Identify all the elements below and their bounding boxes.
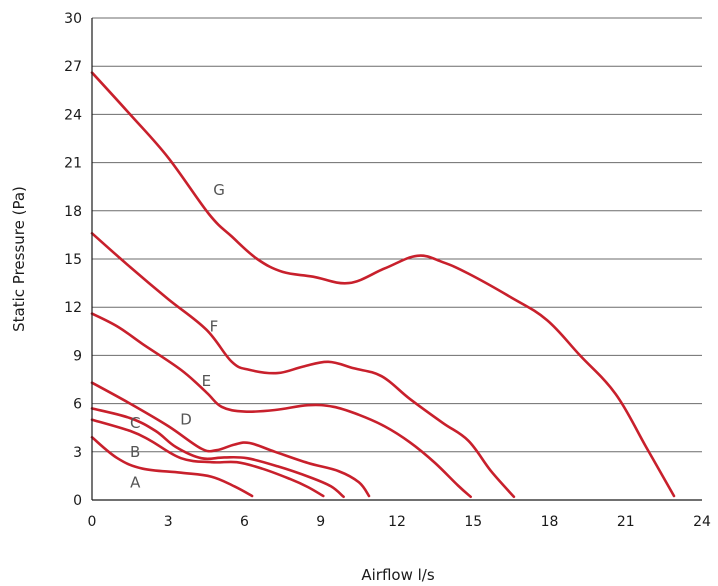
x-axis-title: Airflow l/s	[361, 566, 434, 584]
y-tick-label: 12	[64, 300, 82, 316]
series-line-f	[90, 232, 516, 499]
y-axis-title: Static Pressure (Pa)	[10, 186, 28, 332]
series-label-a: A	[130, 473, 141, 491]
y-tick-label: 9	[73, 348, 82, 364]
x-tick-label: 15	[464, 514, 482, 530]
y-tick-label: 6	[73, 397, 82, 413]
x-tick-label: 18	[541, 514, 559, 530]
y-tick-label: 27	[64, 59, 82, 75]
x-tick-label: 3	[164, 514, 173, 530]
y-tick-label: 3	[73, 445, 82, 461]
axes	[91, 18, 702, 501]
x-tick-label: 9	[316, 514, 325, 530]
x-tick-label: 0	[88, 514, 97, 530]
series-line-e	[90, 312, 472, 499]
curve-labels: ABC D E F G	[130, 181, 225, 491]
series-label-c: C	[130, 414, 140, 432]
y-tick-label: 18	[64, 204, 82, 220]
series-line-a	[90, 436, 254, 498]
series-label-f: F	[210, 317, 219, 335]
y-tick-label: 15	[64, 252, 82, 268]
series-line-b	[90, 418, 325, 498]
y-tick-label: 21	[64, 156, 82, 172]
tick-labels: 0 3 6 9 12 15 18 21 24 27 30 0 3 6 9 12 15 18 21 24	[64, 11, 711, 530]
x-tick-label: 24	[693, 514, 711, 530]
y-tick-label: 24	[64, 107, 82, 123]
series-label-g: G	[213, 181, 225, 199]
x-tick-label: 6	[240, 514, 249, 530]
series-label-d: D	[180, 411, 192, 429]
series-lines	[90, 71, 676, 499]
series-label-b: B	[130, 443, 140, 461]
series-line-c	[90, 407, 345, 499]
x-tick-label: 12	[388, 514, 406, 530]
x-tick-label: 21	[617, 514, 635, 530]
series-line-g	[90, 71, 676, 498]
y-tick-label: 30	[64, 11, 82, 27]
y-tick-label: 0	[73, 493, 82, 509]
series-line-d	[90, 381, 371, 498]
series-label-e: E	[202, 372, 211, 390]
gridlines	[92, 17, 702, 453]
